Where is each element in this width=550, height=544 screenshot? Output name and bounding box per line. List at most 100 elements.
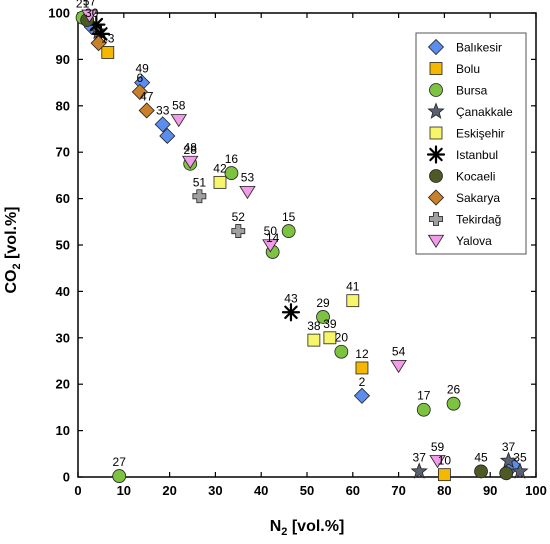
x-tick-label: 40 [254, 483, 268, 498]
legend-item: Çanakkale [427, 102, 513, 119]
x-tick-label: 70 [391, 483, 405, 498]
y-tick-label: 70 [56, 145, 70, 160]
point-label: 47 [140, 89, 154, 103]
point-label: 15 [282, 210, 296, 224]
x-tick-label: 20 [162, 483, 176, 498]
legend-item: Yalova [427, 234, 492, 249]
point-label: 16 [225, 152, 239, 166]
legend-item: Bursa [429, 83, 488, 98]
point-label: 48 [184, 140, 198, 154]
point-label: 58 [172, 99, 186, 113]
legend-label: Istanbul [456, 148, 498, 162]
data-point [416, 402, 431, 417]
legend-item: Eskişehir [429, 127, 505, 141]
point-label: 42 [213, 161, 227, 175]
data-point [437, 468, 451, 482]
legend-marker [427, 102, 445, 119]
legend-item: Balıkesir [427, 38, 502, 56]
data-point [474, 464, 488, 479]
point-label: 53 [241, 171, 255, 185]
asterisk-stroke [89, 17, 104, 32]
data-point [307, 333, 321, 347]
point-label: 59 [431, 440, 445, 454]
point-label: 50 [264, 224, 278, 238]
data-point [499, 451, 518, 469]
data-point [131, 83, 148, 100]
asterisk-stroke [284, 305, 298, 320]
data-point [355, 361, 369, 375]
point-label: 28 [184, 143, 198, 157]
point-label: 41 [346, 280, 360, 294]
x-tick-label: 30 [208, 483, 222, 498]
y-tick-label: 60 [56, 191, 70, 206]
data-point [281, 303, 301, 322]
x-tick-label: 50 [300, 483, 314, 498]
point-label: 6 [136, 71, 143, 85]
legend-label: Bolu [456, 62, 480, 76]
point-label: 37 [502, 440, 516, 454]
series-Tekirdağ [192, 189, 246, 238]
y-tick-label: 40 [56, 284, 70, 299]
data-point [213, 175, 227, 189]
x-tick-label: 0 [74, 483, 81, 498]
point-label: 17 [417, 389, 431, 403]
point-label: 10 [438, 454, 452, 468]
legend-item: Istanbul [426, 145, 498, 164]
data-point [429, 455, 446, 469]
x-tick-label: 80 [437, 483, 451, 498]
point-label: 45 [474, 450, 488, 464]
data-point [316, 310, 330, 324]
series-Bolu [101, 46, 451, 482]
axis-ticks: 0 10 20 30 40 50 60 70 80 90 100 0 10 20 30 40 50 60 70 80 9… [48, 6, 547, 499]
data-point [499, 466, 514, 481]
legend-marker [429, 83, 443, 97]
point-label: 39 [323, 317, 337, 331]
y-axis-title: CO2 [vol.%] [3, 206, 23, 293]
data-points [75, 9, 529, 483]
point-label: 2 [359, 375, 366, 389]
point-label: 57 [83, 0, 97, 8]
data-point [239, 185, 256, 200]
legend-marker [427, 234, 445, 249]
legend: Balıkesir Bolu Bursa Çanakkale Eskişehir Ista… [415, 32, 527, 255]
series-Eskişehir [213, 175, 360, 347]
data-point [446, 396, 461, 411]
point-label: 29 [316, 296, 330, 310]
data-point [90, 35, 107, 52]
point-label: 26 [447, 383, 461, 397]
legend-item: Tekirdağ [429, 212, 501, 227]
legend-label: Sakarya [456, 191, 500, 205]
data-point [192, 189, 207, 204]
y-tick-label: 50 [56, 238, 70, 253]
y-tick-label: 20 [56, 377, 70, 392]
series-Yalova [81, 9, 446, 469]
x-tick-label: 60 [346, 483, 360, 498]
point-label: 49 [135, 62, 149, 76]
point-label: 37 [413, 450, 427, 464]
legend-marker [429, 212, 443, 226]
data-point [334, 344, 349, 359]
y-tick-label: 90 [56, 52, 70, 67]
y-tick-label: 80 [56, 98, 70, 113]
y-tick-label: 100 [48, 6, 70, 21]
x-tick-label: 90 [483, 483, 497, 498]
point-label: 30 [85, 6, 99, 20]
point-label: 35 [513, 450, 527, 464]
point-label: 43 [284, 291, 298, 305]
legend-marker [429, 169, 443, 183]
data-point [262, 239, 279, 253]
data-point [181, 155, 199, 169]
legend-marker [426, 145, 446, 164]
legend-label: Kocaeli [456, 170, 495, 184]
data-point [231, 224, 246, 238]
series-Sakarya [90, 35, 155, 119]
y-tick-label: 10 [56, 423, 70, 438]
point-label: 33 [156, 103, 170, 117]
point-label: 52 [232, 210, 246, 224]
point-label: 38 [307, 319, 321, 333]
legend-label: Yalova [456, 234, 492, 248]
data-point [353, 387, 371, 404]
y-tick-label: 0 [63, 470, 70, 485]
legend-marker [427, 189, 445, 206]
